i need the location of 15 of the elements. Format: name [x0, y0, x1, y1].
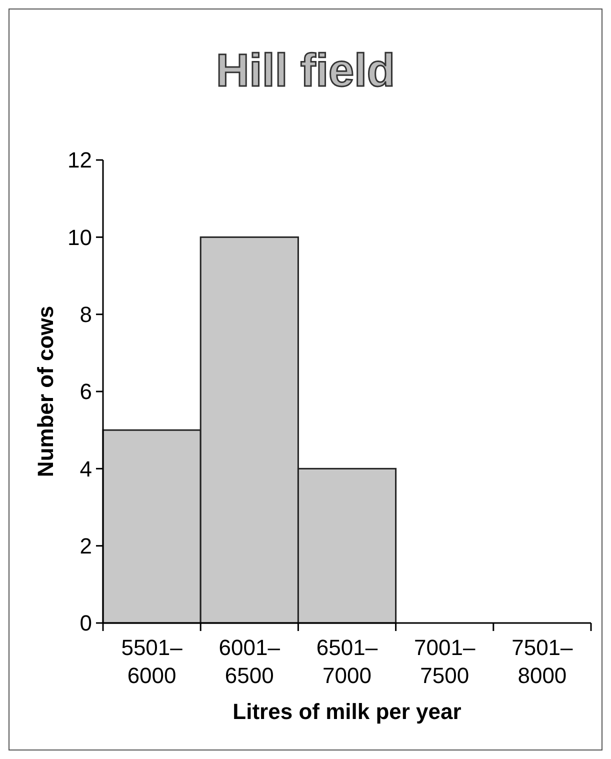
y-axis-title: Number of cows	[33, 306, 58, 478]
y-tick-label: 6	[80, 379, 92, 404]
y-tick-label: 4	[80, 456, 92, 482]
x-tick-label: 7001–7500	[414, 635, 476, 688]
x-tick-label: 6501–7000	[316, 635, 378, 688]
chart-title: Hill field	[216, 44, 395, 96]
y-tick-label: 12	[68, 148, 92, 173]
y-tick-label: 10	[68, 224, 92, 250]
y-tick-label: 0	[80, 610, 92, 636]
x-axis-title: Litres of milk per year	[232, 699, 462, 724]
y-tick-label: 8	[80, 302, 92, 328]
y-tick-label: 2	[80, 534, 92, 559]
x-tick-label: 5501–6000	[121, 635, 184, 688]
x-tick-label: 6001–6500	[218, 635, 281, 688]
x-tick-label: 7501–8000	[512, 635, 574, 688]
